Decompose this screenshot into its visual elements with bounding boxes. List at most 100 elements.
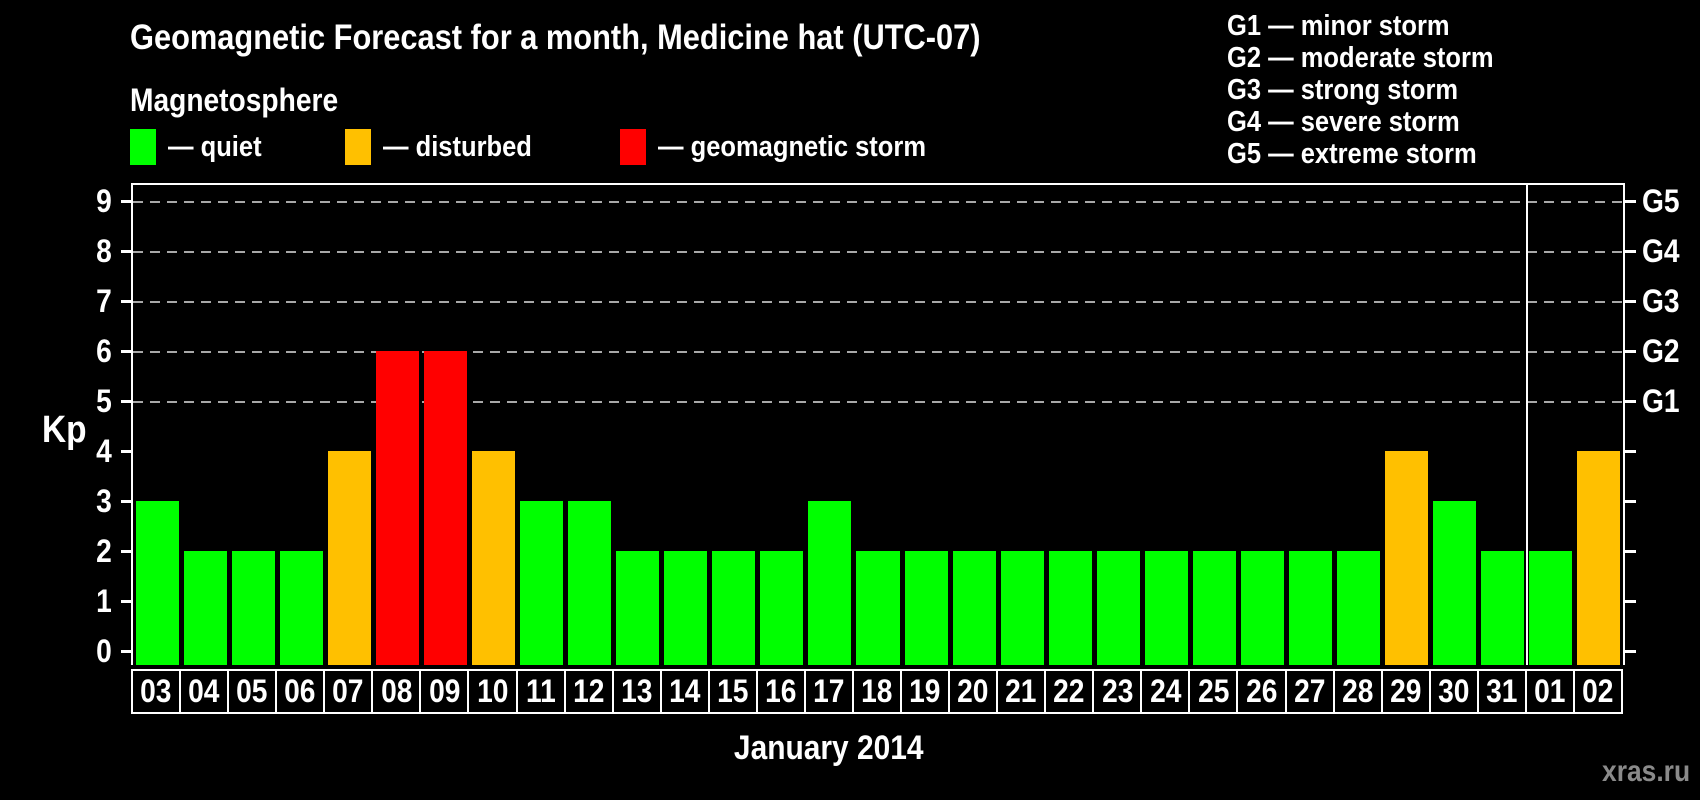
storm-scale-line-0: G1 — minor storm	[1227, 10, 1530, 42]
legend-item-storm: — geomagnetic storm	[620, 127, 963, 167]
day-label-12: 12	[563, 669, 614, 714]
day-label-27: 27	[1284, 669, 1335, 714]
x-axis-title-text: January 2014	[734, 729, 924, 767]
day-label-text-11: 11	[525, 673, 556, 709]
day-label-02: 02	[1572, 669, 1623, 714]
bar-day-05	[231, 551, 275, 665]
day-label-11: 11	[515, 669, 566, 714]
y-tick-label-6: 6	[50, 331, 112, 371]
day-label-text-01: 01	[1534, 673, 1566, 709]
day-label-19: 19	[900, 669, 951, 714]
bar-day-18	[856, 551, 900, 665]
right-tick-4	[1625, 450, 1636, 453]
day-label-26: 26	[1236, 669, 1287, 714]
magnetosphere-legend-title: Magnetosphere	[130, 82, 366, 119]
bar-day-19	[904, 551, 948, 665]
storm-scale-line-text-1: G2 — moderate storm	[1227, 42, 1494, 74]
right-tick-0	[1625, 650, 1636, 653]
day-label-text-22: 22	[1053, 673, 1085, 709]
day-label-25: 25	[1188, 669, 1239, 714]
day-label-text-09: 09	[428, 673, 461, 709]
day-label-text-12: 12	[572, 673, 605, 709]
y-tick-label-4: 4	[50, 431, 112, 471]
y-tick-label-text-1: 1	[96, 583, 112, 619]
bar-day-14	[664, 551, 708, 665]
bar-day-17	[808, 501, 852, 665]
day-label-text-08: 08	[380, 673, 413, 709]
bar-day-21	[1000, 551, 1044, 665]
y-tick-1	[121, 600, 131, 603]
day-label-text-28: 28	[1341, 673, 1374, 709]
gridline-kp-5	[133, 401, 1623, 403]
day-label-30: 30	[1428, 669, 1479, 714]
day-label-text-20: 20	[957, 673, 989, 709]
bar-day-07	[327, 451, 371, 665]
day-label-text-14: 14	[669, 673, 701, 709]
day-label-text-06: 06	[284, 673, 316, 709]
g-scale-label-G2: G2	[1642, 331, 1685, 371]
day-label-text-18: 18	[861, 673, 893, 709]
bar-day-12	[568, 501, 612, 665]
storm-scale-line-2: G3 — strong storm	[1227, 74, 1530, 106]
day-label-04: 04	[179, 669, 230, 714]
y-tick-6	[121, 350, 131, 353]
bar-day-02	[1577, 451, 1621, 665]
y-tick-8	[121, 250, 131, 253]
day-label-18: 18	[851, 669, 903, 714]
y-tick-label-text-6: 6	[96, 333, 112, 369]
storm-scale-line-text-2: G3 — strong storm	[1227, 74, 1459, 106]
day-label-08: 08	[371, 669, 422, 714]
day-label-text-04: 04	[188, 673, 220, 709]
bar-day-10	[471, 451, 515, 665]
legend-label-text-storm: — geomagnetic storm	[658, 130, 927, 163]
day-label-text-15: 15	[717, 673, 749, 709]
day-label-24: 24	[1140, 669, 1191, 714]
y-tick-4	[121, 450, 131, 453]
day-label-21: 21	[996, 669, 1047, 714]
bar-day-16	[760, 551, 804, 665]
y-tick-label-text-8: 8	[96, 233, 112, 269]
day-label-text-19: 19	[909, 673, 941, 709]
day-label-16: 16	[755, 669, 806, 714]
day-label-text-24: 24	[1149, 673, 1182, 709]
chart-title: Geomagnetic Forecast for a month, Medici…	[130, 18, 1097, 58]
day-label-text-05: 05	[236, 673, 268, 709]
bar-day-15	[712, 551, 756, 665]
magnetosphere-legend-title-text: Magnetosphere	[130, 82, 339, 118]
storm-scale-legend: G1 — minor storm G2 — moderate storm G3 — …	[1227, 10, 1530, 170]
chart-title-text: Geomagnetic Forecast for a month, Medici…	[130, 18, 981, 57]
right-tick-6	[1625, 350, 1636, 353]
day-label-13: 13	[611, 669, 662, 714]
day-label-text-31: 31	[1486, 673, 1518, 709]
storm-scale-line-text-0: G1 — minor storm	[1227, 10, 1450, 42]
bar-day-09	[423, 351, 467, 665]
day-label-text-25: 25	[1197, 673, 1230, 709]
bar-day-30	[1433, 501, 1477, 665]
g-scale-label-text-G2: G2	[1642, 333, 1680, 369]
x-axis-title: January 2014	[629, 729, 1029, 768]
bar-day-29	[1385, 451, 1429, 665]
legend-label-text-disturbed: — disturbed	[383, 130, 532, 163]
watermark-text: xras.ru	[1601, 755, 1690, 788]
bar-day-27	[1289, 551, 1333, 665]
legend-swatch-storm	[620, 129, 646, 165]
g-scale-label-text-G4: G4	[1642, 233, 1680, 269]
g-scale-label-G4: G4	[1642, 231, 1685, 271]
legend-label-text-quiet: — quiet	[168, 130, 262, 163]
g-scale-label-text-G5: G5	[1642, 183, 1680, 219]
bar-day-04	[183, 551, 227, 665]
y-tick-label-text-0: 0	[96, 633, 112, 669]
day-label-text-16: 16	[765, 673, 797, 709]
bar-day-13	[616, 551, 660, 665]
y-tick-label-8: 8	[50, 231, 112, 271]
day-label-text-21: 21	[1005, 673, 1037, 709]
gridline-kp-8	[133, 251, 1623, 253]
day-label-10: 10	[467, 669, 518, 714]
day-label-text-10: 10	[476, 673, 509, 709]
storm-scale-line-3: G4 — severe storm	[1227, 106, 1530, 138]
right-tick-8	[1625, 250, 1636, 253]
x-axis-day-labels: 03 04 05 06 07 08 09 10 11 12 13 14 15 16 17 18 19 20 21 22…	[131, 669, 1631, 717]
day-label-09: 09	[419, 669, 470, 714]
day-label-01: 01	[1524, 669, 1575, 714]
